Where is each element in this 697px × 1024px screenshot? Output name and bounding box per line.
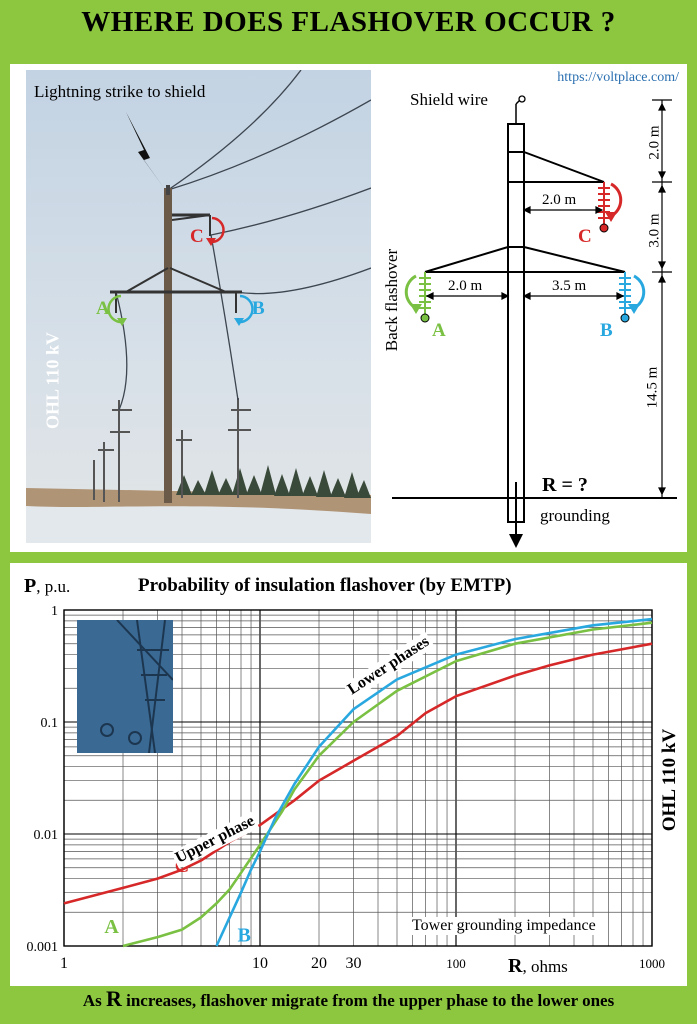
diagram-phase-c: C [578, 226, 592, 247]
series-line-c [63, 642, 653, 905]
chart-title: Probability of insulation flashover (by … [138, 575, 512, 596]
r-label: R = ? [542, 474, 588, 496]
x-tick-label: 1000 [639, 956, 665, 971]
series-label-b: B [237, 924, 250, 946]
chart-side-label: OHL 110 kV [659, 728, 680, 832]
series-label-a: A [104, 916, 119, 938]
dim-low-label: 14.5 m [644, 366, 661, 409]
tower-diagram-svg [392, 95, 677, 548]
page-title: WHERE DOES FLASHOVER OCCUR ? [81, 6, 616, 38]
annotation-box: Tower grounding impedance [410, 917, 598, 935]
diagram-phase-a: A [432, 320, 446, 341]
top-panel: Lightning strike to shield OHL 110 kV C … [10, 64, 687, 552]
y-tick-label: 1 [51, 604, 58, 619]
photo-phase-b: B [252, 298, 265, 319]
chart-xlabel: R, ohms [508, 955, 568, 977]
tower-photo: Lightning strike to shield OHL 110 kV C … [26, 70, 371, 543]
diagram-phase-b: B [600, 320, 613, 341]
bottom-caption: As R increases, flashover migrate from t… [0, 986, 697, 1012]
tower-diagram: https://voltplace.com/ Shield wire 2.0 m… [370, 64, 687, 552]
y-tick-label: 0.01 [34, 828, 59, 843]
shield-wire-label: Shield wire [410, 90, 488, 109]
x-tick-label: 100 [446, 956, 466, 971]
chart-ylabel: P, p.u. [24, 575, 71, 597]
y-tick-label: 0.001 [27, 940, 59, 955]
arm-a-label: 2.0 m [448, 278, 483, 294]
x-tick-label: 30 [346, 955, 362, 972]
grounding-label: grounding [540, 506, 610, 525]
url-label[interactable]: https://voltplace.com/ [557, 70, 679, 85]
y-tick-label: 0.1 [41, 716, 59, 731]
x-tick-label: 1 [60, 955, 68, 972]
arm-b-label: 3.5 m [552, 278, 587, 294]
plot-frame [63, 609, 653, 947]
series-line-a [122, 621, 653, 948]
back-flashover-label: Back flashover [382, 248, 401, 352]
arm-c-label: 2.0 m [542, 192, 577, 208]
caption-prefix: As [82, 991, 106, 1010]
strike-label: Lightning strike to shield [34, 82, 206, 101]
photo-phase-c: C [190, 226, 204, 247]
caption-rest: increases, flashover migrate from the up… [121, 991, 615, 1010]
series-line-b [215, 617, 653, 947]
x-tick-label: 20 [311, 955, 327, 972]
photo-phase-a: A [96, 298, 110, 319]
x-tick-label: 10 [252, 955, 268, 972]
tower-photo-illustration [26, 70, 371, 543]
book-cover-image [77, 620, 173, 753]
photo-vertical-label: OHL 110 kV [42, 331, 63, 430]
dim-mid-label: 3.0 m [646, 213, 663, 248]
caption-r: R [105, 986, 122, 1011]
dim-top-label: 2.0 m [646, 125, 663, 160]
